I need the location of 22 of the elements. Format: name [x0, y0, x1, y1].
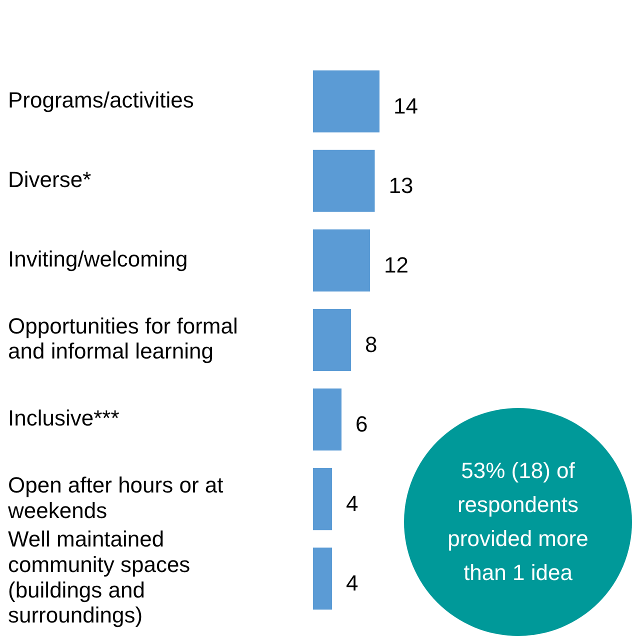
data-label: 13 [388, 172, 414, 198]
y-tick-label: Programs/activities [8, 87, 194, 112]
bar [313, 150, 375, 212]
data-label: 12 [384, 252, 408, 278]
y-tick-label: Inclusive*** [8, 406, 120, 431]
bar [313, 388, 342, 451]
data-label: 4 [346, 570, 358, 596]
bar [313, 308, 351, 371]
y-tick-label: Well maintained community spaces (buildings and surroundings) [8, 526, 190, 628]
bar [313, 229, 370, 292]
data-label: 4 [346, 491, 358, 516]
bar [313, 548, 332, 610]
y-tick-label: Diverse* [8, 166, 92, 192]
data-label: 8 [365, 332, 378, 358]
bar [313, 70, 380, 132]
y-tick-label: Open after hours or at weekends [7, 472, 224, 523]
y-tick-label: Opportunities for formal and informal learning [8, 313, 238, 364]
bar [313, 468, 332, 530]
circle: 53% (18) of respondents provided more than 1 idea [404, 408, 632, 636]
data-label: 14 [394, 93, 418, 118]
data-label: 6 [356, 412, 368, 437]
y-tick-label: Inviting/welcoming [8, 246, 188, 272]
